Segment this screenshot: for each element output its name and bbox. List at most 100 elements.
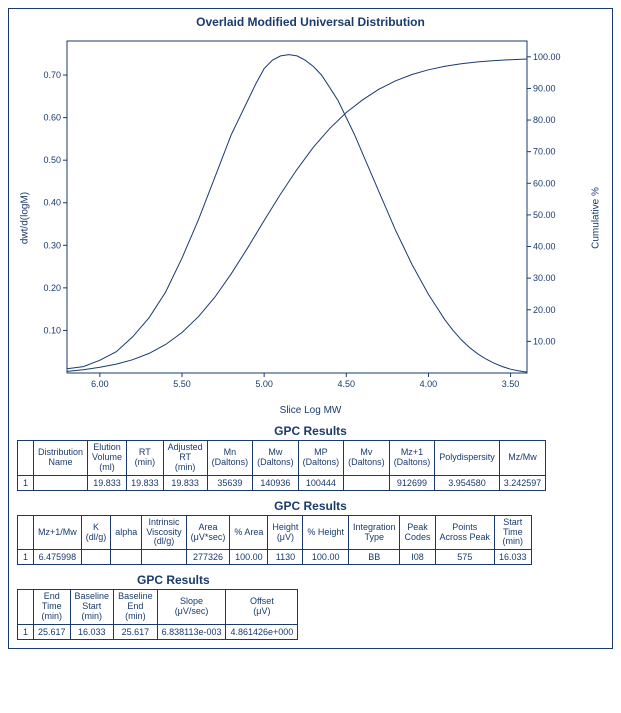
gpc-results-table: DistributionNameElutionVolume(ml)RT(min)… bbox=[17, 440, 546, 491]
table-cell: 25.617 bbox=[34, 625, 71, 640]
svg-text:0.60: 0.60 bbox=[43, 113, 61, 123]
table-cell: 35639 bbox=[207, 475, 253, 490]
table-header: % Height bbox=[303, 515, 349, 550]
table-cell: 575 bbox=[435, 550, 495, 565]
table-title: GPC Results bbox=[17, 424, 604, 438]
table-cell: 1 bbox=[18, 475, 34, 490]
svg-text:3.50: 3.50 bbox=[502, 379, 520, 389]
table-header: Mz/Mw bbox=[499, 441, 546, 476]
table-header: Mz+1/Mw bbox=[34, 515, 82, 550]
table-header: Height(μV) bbox=[268, 515, 303, 550]
svg-text:20.00: 20.00 bbox=[533, 305, 556, 315]
table-cell: 16.033 bbox=[70, 625, 114, 640]
table-header: IntegrationType bbox=[348, 515, 400, 550]
table-cell: 19.833 bbox=[88, 475, 127, 490]
table-cell: 912699 bbox=[389, 475, 435, 490]
table-cell: 25.617 bbox=[114, 625, 158, 640]
table-header: Mw(Daltons) bbox=[253, 441, 299, 476]
chart-svg-holder: 6.00 5.50 5.00 4.50 4.00 3.50 0.10 0.20 0.30 0.40… bbox=[17, 33, 604, 403]
table-header bbox=[18, 590, 34, 625]
table-cell: 277326 bbox=[186, 550, 230, 565]
table-cell bbox=[142, 550, 186, 565]
table-header: StartTime(min) bbox=[495, 515, 532, 550]
table-title: GPC Results bbox=[17, 499, 604, 513]
report-container: Overlaid Modified Universal Distribution… bbox=[8, 8, 613, 649]
cumulative-curve bbox=[67, 59, 527, 371]
table-header: Area(μV*sec) bbox=[186, 515, 230, 550]
table-cell: 140936 bbox=[253, 475, 299, 490]
table-header: % Area bbox=[230, 515, 268, 550]
table-header bbox=[18, 441, 34, 476]
table-cell: 100444 bbox=[298, 475, 344, 490]
table-header: IntrinsicViscosity(dl/g) bbox=[142, 515, 186, 550]
svg-text:80.00: 80.00 bbox=[533, 115, 556, 125]
table-header: BaselineEnd(min) bbox=[114, 590, 158, 625]
svg-text:10.00: 10.00 bbox=[533, 336, 556, 346]
svg-text:6.00: 6.00 bbox=[91, 379, 109, 389]
table-cell bbox=[344, 475, 390, 490]
svg-text:0.70: 0.70 bbox=[43, 70, 61, 80]
svg-text:0.20: 0.20 bbox=[43, 283, 61, 293]
table-cell bbox=[81, 550, 111, 565]
table-header: K(dl/g) bbox=[81, 515, 111, 550]
table-cell: BB bbox=[348, 550, 400, 565]
svg-text:40.00: 40.00 bbox=[533, 242, 556, 252]
svg-text:0.50: 0.50 bbox=[43, 155, 61, 165]
table-cell: 1130 bbox=[268, 550, 303, 565]
table-header: alpha bbox=[111, 515, 142, 550]
table-title: GPC Results bbox=[137, 573, 604, 587]
table-header: PeakCodes bbox=[400, 515, 435, 550]
table-cell: 1 bbox=[18, 625, 34, 640]
distribution-chart: 6.00 5.50 5.00 4.50 4.00 3.50 0.10 0.20 0.30 0.40… bbox=[17, 33, 577, 403]
table-row: 125.61716.03325.6176.838113e-0034.861426… bbox=[18, 625, 298, 640]
svg-text:50.00: 50.00 bbox=[533, 210, 556, 220]
table-header: Mv(Daltons) bbox=[344, 441, 390, 476]
table-cell: 16.033 bbox=[495, 550, 532, 565]
tables-area: GPC Results DistributionNameElutionVolume… bbox=[17, 424, 604, 640]
table-cell: 4.861426e+000 bbox=[226, 625, 298, 640]
svg-text:70.00: 70.00 bbox=[533, 147, 556, 157]
table-header: ElutionVolume(ml) bbox=[88, 441, 127, 476]
gpc-results-table: EndTime(min)BaselineStart(min)BaselineEn… bbox=[17, 589, 298, 640]
svg-text:0.30: 0.30 bbox=[43, 240, 61, 250]
table-header: BaselineStart(min) bbox=[70, 590, 114, 625]
table-cell: 100.00 bbox=[230, 550, 268, 565]
svg-text:4.00: 4.00 bbox=[420, 379, 438, 389]
svg-text:30.00: 30.00 bbox=[533, 273, 556, 283]
table-row: 119.83319.83319.833356391409361004449126… bbox=[18, 475, 546, 490]
y-left-axis-label: dwt/d(logM) bbox=[20, 158, 31, 278]
svg-text:5.00: 5.00 bbox=[255, 379, 273, 389]
table-cell: 3.954580 bbox=[435, 475, 500, 490]
table-header: EndTime(min) bbox=[34, 590, 71, 625]
table-header: AdjustedRT(min) bbox=[163, 441, 207, 476]
table-header: DistributionName bbox=[34, 441, 88, 476]
table-cell: 3.242597 bbox=[499, 475, 546, 490]
table-cell: 19.833 bbox=[127, 475, 164, 490]
svg-text:4.50: 4.50 bbox=[338, 379, 356, 389]
svg-text:0.40: 0.40 bbox=[43, 198, 61, 208]
chart-area: dwt/d(logM) 6.00 5.50 5.00 4.50 4.00 3.50 0.10… bbox=[17, 33, 604, 403]
x-axis-label: Slice Log MW bbox=[17, 405, 604, 416]
table-header: Slope(μV/sec) bbox=[157, 590, 226, 625]
table-header bbox=[18, 515, 34, 550]
gpc-results-table: Mz+1/MwK(dl/g)alphaIntrinsicViscosity(dl… bbox=[17, 515, 532, 566]
svg-text:100.00: 100.00 bbox=[533, 52, 561, 62]
table-header: PointsAcross Peak bbox=[435, 515, 495, 550]
table-cell bbox=[34, 475, 88, 490]
svg-text:0.10: 0.10 bbox=[43, 325, 61, 335]
table-cell: 6.838113e-003 bbox=[157, 625, 226, 640]
table-cell: 1 bbox=[18, 550, 34, 565]
table-header: RT(min) bbox=[127, 441, 164, 476]
distribution-curve bbox=[67, 55, 527, 373]
table-header: MP(Daltons) bbox=[298, 441, 344, 476]
chart-title: Overlaid Modified Universal Distribution bbox=[17, 15, 604, 29]
table-cell: I08 bbox=[400, 550, 435, 565]
table-header: Offset(μV) bbox=[226, 590, 298, 625]
svg-text:5.50: 5.50 bbox=[173, 379, 191, 389]
table-cell: 100.00 bbox=[303, 550, 349, 565]
svg-text:90.00: 90.00 bbox=[533, 83, 556, 93]
svg-text:60.00: 60.00 bbox=[533, 178, 556, 188]
table-header: Mn(Daltons) bbox=[207, 441, 253, 476]
table-header: Polydispersity bbox=[435, 441, 500, 476]
y-right-axis-label: Cumulative % bbox=[591, 158, 602, 278]
